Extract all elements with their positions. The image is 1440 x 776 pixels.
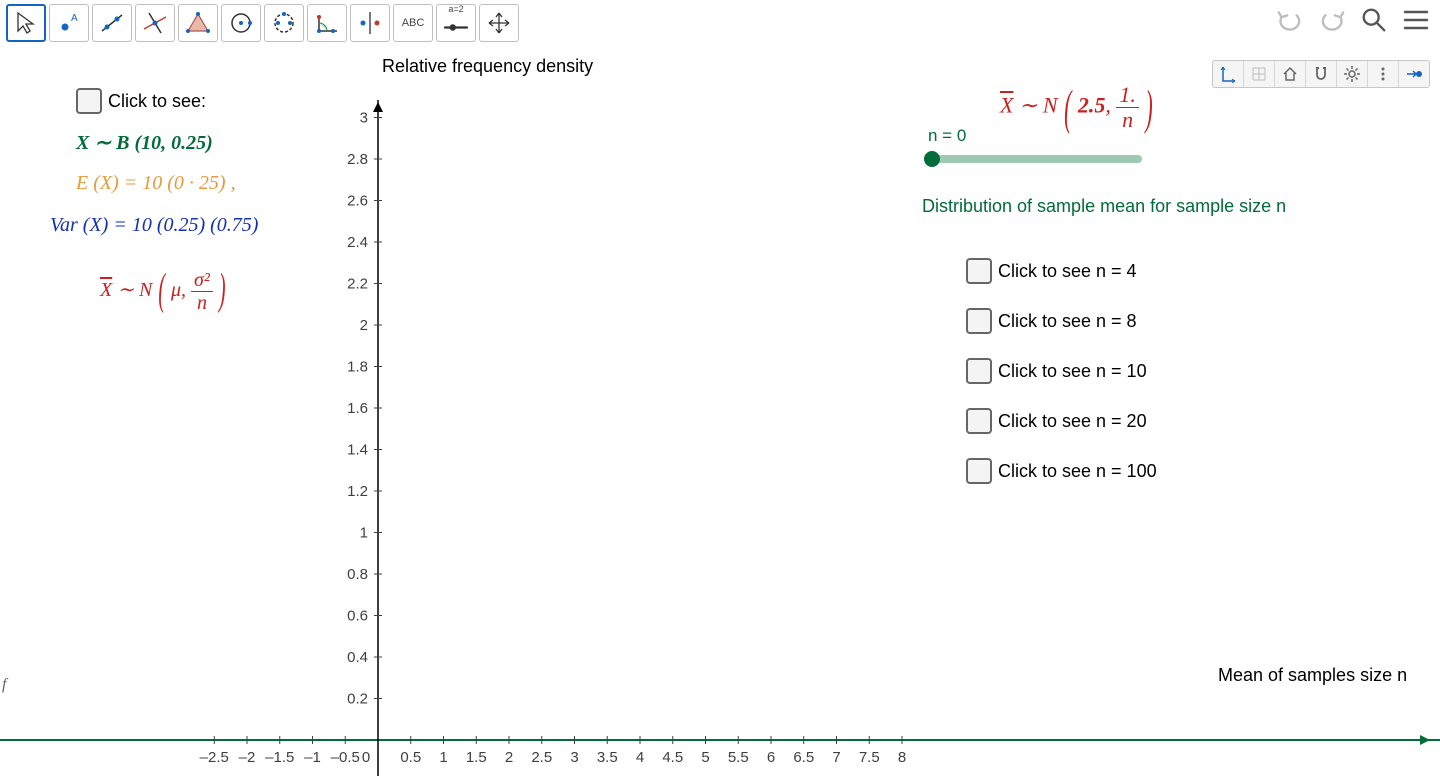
svg-text:7.5: 7.5 [859,749,880,766]
svg-text:5: 5 [701,749,709,766]
svg-text:–1.5: –1.5 [265,749,294,766]
svg-text:8: 8 [898,749,906,766]
sample-size-row: Click to see n = 100 [966,458,1157,484]
svg-text:0.4: 0.4 [347,649,368,666]
svg-text:4: 4 [636,749,644,766]
menu-button[interactable] [1402,6,1430,34]
sample-size-row: Click to see n = 8 [966,308,1137,334]
main-toolbar: A ABC a=2 [6,4,519,42]
move-view-tool[interactable] [479,4,519,42]
slider-label: n = 0 [928,126,966,146]
svg-text:–2: –2 [239,749,256,766]
expectation-formula: E (X) = 10 (0 · 25) , [76,172,236,195]
sample-size-checkbox[interactable] [966,358,992,384]
svg-text:2.2: 2.2 [347,276,368,293]
click-to-see-label: Click to see: [108,91,206,112]
sample-size-row: Click to see n = 10 [966,358,1147,384]
line-tool[interactable] [92,4,132,42]
caption-text: Distribution of sample mean for sample s… [922,196,1286,217]
redo-button[interactable] [1318,6,1346,34]
click-to-see-row: Click to see: [76,88,206,114]
svg-text:3: 3 [570,749,578,766]
binomial-formula: X ∼ B (10, 0.25) [76,130,213,155]
svg-text:1: 1 [360,525,368,542]
svg-text:–0.5: –0.5 [331,749,360,766]
svg-text:4.5: 4.5 [662,749,683,766]
function-f-label: f [2,676,6,694]
x-axis-title: Mean of samples size n [1218,665,1407,686]
perp-line-tool[interactable] [135,4,175,42]
svg-text:1: 1 [439,749,447,766]
reflect-tool[interactable] [350,4,390,42]
top-right-controls [1276,6,1430,34]
xbar-normal-formula: X ∼ N ( μ, σ² n ) [100,270,227,313]
svg-text:0: 0 [362,749,370,766]
circle-tool[interactable] [221,4,261,42]
svg-text:2.6: 2.6 [347,193,368,210]
svg-text:0.2: 0.2 [347,691,368,708]
slider-track[interactable] [932,155,1142,163]
svg-text:1.6: 1.6 [347,400,368,417]
svg-text:0.8: 0.8 [347,566,368,583]
ellipse-tool[interactable] [264,4,304,42]
sample-size-checkbox[interactable] [966,308,992,334]
svg-text:A: A [71,13,78,24]
slider-thumb[interactable] [924,151,940,167]
sample-size-row: Click to see n = 4 [966,258,1137,284]
polygon-tool[interactable] [178,4,218,42]
undo-button[interactable] [1276,6,1304,34]
sample-size-label: Click to see n = 10 [998,361,1147,382]
sample-size-label: Click to see n = 20 [998,411,1147,432]
svg-text:3: 3 [360,110,368,127]
xbar-specific-formula: X ∼ N ( 2.5, 1. n ) [1000,84,1154,131]
svg-text:2.5: 2.5 [531,749,552,766]
svg-text:–1: –1 [304,749,321,766]
svg-text:0.5: 0.5 [400,749,421,766]
y-axis-title: Relative frequency density [382,56,593,77]
search-button[interactable] [1360,6,1388,34]
svg-text:6.5: 6.5 [793,749,814,766]
svg-text:1.2: 1.2 [347,483,368,500]
svg-text:1.8: 1.8 [347,359,368,376]
sample-size-row: Click to see n = 20 [966,408,1147,434]
sample-size-label: Click to see n = 100 [998,461,1157,482]
slider-tool-label: a=2 [448,5,463,14]
svg-text:2.4: 2.4 [347,234,368,251]
svg-text:3.5: 3.5 [597,749,618,766]
variance-formula: Var (X) = 10 (0.25) (0.75) [50,214,258,237]
svg-text:2: 2 [360,317,368,334]
svg-text:1.4: 1.4 [347,442,368,459]
text-tool[interactable]: ABC [393,4,433,42]
svg-text:0.6: 0.6 [347,608,368,625]
svg-text:1.5: 1.5 [466,749,487,766]
svg-text:6: 6 [767,749,775,766]
svg-text:5.5: 5.5 [728,749,749,766]
svg-text:2.8: 2.8 [347,151,368,168]
sample-size-label: Click to see n = 4 [998,261,1137,282]
svg-text:–2.5: –2.5 [200,749,229,766]
sample-size-checkbox[interactable] [966,258,992,284]
angle-tool[interactable] [307,4,347,42]
slider-tool[interactable]: a=2 [436,4,476,42]
sample-size-checkbox[interactable] [966,458,992,484]
sample-size-label: Click to see n = 8 [998,311,1137,332]
svg-text:7: 7 [832,749,840,766]
move-tool[interactable] [6,4,46,42]
sample-size-checkbox[interactable] [966,408,992,434]
svg-text:2: 2 [505,749,513,766]
text-tool-label: ABC [402,17,425,29]
click-to-see-checkbox[interactable] [76,88,102,114]
point-tool[interactable]: A [49,4,89,42]
